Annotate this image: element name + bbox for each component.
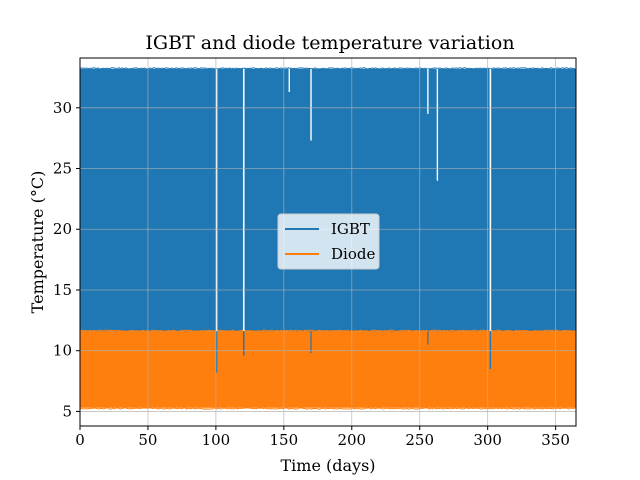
- legend: IGBT Diode: [277, 213, 380, 270]
- chart-title: IGBT and diode temperature variation: [145, 32, 514, 54]
- series-edge-top-diode: [80, 329, 576, 332]
- x-tick-label: 350: [541, 431, 570, 449]
- y-tick-label: 15: [53, 281, 72, 299]
- axes: 0 50 100 150 200 250 300 350 5 10 15 20 25 30: [53, 57, 577, 449]
- legend-label-diode: Diode: [331, 245, 375, 263]
- plot-frame: [79, 57, 577, 427]
- y-tick-label: 5: [62, 402, 72, 420]
- y-tick-label: 20: [53, 220, 72, 238]
- legend-label-igbt: IGBT: [331, 220, 370, 238]
- series-edge-top-igbt: [80, 67, 576, 70]
- x-tick-label: 150: [270, 431, 299, 449]
- y-tick-label: 10: [53, 342, 72, 360]
- x-tick-label: 250: [405, 431, 434, 449]
- series-edge-bottom-diode: [80, 407, 576, 410]
- x-tick-label: 200: [337, 431, 366, 449]
- x-tick-label: 50: [138, 431, 157, 449]
- x-tick-label: 300: [473, 431, 502, 449]
- x-tick-label: 100: [202, 431, 231, 449]
- x-tick-label: 0: [75, 431, 85, 449]
- legend-box: [277, 213, 380, 270]
- x-axis-label: Time (days): [280, 456, 375, 475]
- plot-area: [80, 58, 576, 426]
- y-axis-label: Temperature (°C): [28, 171, 47, 314]
- series-band-diode: [80, 331, 576, 408]
- y-tick-label: 30: [53, 99, 72, 117]
- series-band-igbt: [80, 68, 576, 332]
- y-tick-label: 25: [53, 160, 72, 178]
